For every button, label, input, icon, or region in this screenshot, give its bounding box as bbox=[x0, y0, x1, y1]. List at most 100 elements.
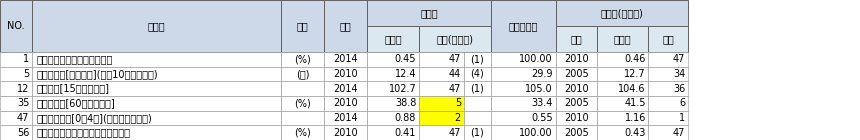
Text: 102.7: 102.7 bbox=[389, 84, 416, 94]
Text: 単位: 単位 bbox=[297, 21, 309, 31]
Bar bbox=[491, 66, 556, 81]
Text: 2010: 2010 bbox=[564, 113, 588, 123]
Bar bbox=[419, 125, 464, 140]
Bar bbox=[32, 125, 281, 140]
Text: 鳥取県: 鳥取県 bbox=[421, 8, 438, 18]
Text: 47: 47 bbox=[449, 84, 461, 94]
Text: 年齢別死亡率[0～4歳](人口千人当たり): 年齢別死亡率[0～4歳](人口千人当たり) bbox=[36, 113, 152, 123]
Bar bbox=[597, 26, 648, 52]
Text: 34: 34 bbox=[673, 69, 685, 79]
Bar bbox=[324, 0, 367, 52]
Bar bbox=[32, 52, 281, 66]
Bar bbox=[556, 81, 597, 96]
Bar bbox=[32, 0, 281, 52]
Text: 全国総人口に占める人口割合: 全国総人口に占める人口割合 bbox=[36, 54, 113, 64]
Bar bbox=[597, 52, 648, 66]
Text: 2010: 2010 bbox=[334, 128, 358, 138]
Bar bbox=[556, 26, 597, 52]
Text: 0.55: 0.55 bbox=[531, 113, 553, 123]
Bar bbox=[464, 81, 491, 96]
Bar bbox=[281, 81, 324, 96]
Bar bbox=[367, 52, 419, 66]
Text: 1: 1 bbox=[679, 113, 685, 123]
Bar bbox=[597, 96, 648, 111]
Text: 項目名: 項目名 bbox=[148, 21, 165, 31]
Bar bbox=[419, 96, 464, 111]
Bar bbox=[556, 125, 597, 140]
Text: 0.45: 0.45 bbox=[395, 54, 416, 64]
Bar bbox=[491, 81, 556, 96]
Text: 47: 47 bbox=[673, 54, 685, 64]
Bar bbox=[556, 96, 597, 111]
Bar bbox=[648, 96, 688, 111]
Bar bbox=[648, 52, 688, 66]
Text: 104.6: 104.6 bbox=[618, 84, 646, 94]
Bar bbox=[0, 81, 32, 96]
Bar bbox=[324, 96, 367, 111]
Bar bbox=[464, 52, 491, 66]
Bar bbox=[367, 96, 419, 111]
Text: 2005: 2005 bbox=[564, 128, 588, 138]
Bar bbox=[324, 52, 367, 66]
Bar bbox=[281, 125, 324, 140]
Text: 2014: 2014 bbox=[334, 54, 358, 64]
Bar bbox=[556, 52, 597, 66]
Bar bbox=[0, 111, 32, 125]
Bar bbox=[367, 125, 419, 140]
Bar bbox=[32, 66, 281, 81]
Bar bbox=[464, 111, 491, 125]
Bar bbox=[597, 125, 648, 140]
Bar bbox=[464, 66, 491, 81]
Text: (人): (人) bbox=[296, 69, 310, 79]
Bar bbox=[491, 125, 556, 140]
Bar bbox=[367, 26, 419, 52]
Text: (%): (%) bbox=[294, 54, 311, 64]
Bar bbox=[419, 111, 464, 125]
Text: 死別者割合[60歳以上・女]: 死別者割合[60歳以上・女] bbox=[36, 98, 115, 108]
Text: 0.43: 0.43 bbox=[624, 128, 646, 138]
Text: 12.4: 12.4 bbox=[395, 69, 416, 79]
Bar bbox=[32, 96, 281, 111]
Text: (4): (4) bbox=[470, 69, 484, 79]
Bar bbox=[324, 111, 367, 125]
Text: 全国一般世帯に占める一般世帯割合: 全国一般世帯に占める一般世帯割合 bbox=[36, 128, 130, 138]
Bar bbox=[491, 111, 556, 125]
Bar bbox=[324, 125, 367, 140]
Text: (1): (1) bbox=[470, 54, 484, 64]
Text: (1): (1) bbox=[470, 128, 484, 138]
Bar bbox=[281, 52, 324, 66]
Text: 2014: 2014 bbox=[334, 113, 358, 123]
Text: 33.4: 33.4 bbox=[531, 98, 553, 108]
Text: 47: 47 bbox=[449, 54, 461, 64]
Text: 参考値(鳥取県): 参考値(鳥取県) bbox=[600, 8, 643, 18]
Text: 2005: 2005 bbox=[564, 69, 588, 79]
Text: 0.88: 0.88 bbox=[395, 113, 416, 123]
Bar bbox=[0, 0, 32, 52]
Text: 12.7: 12.7 bbox=[624, 69, 646, 79]
Text: 38.8: 38.8 bbox=[395, 98, 416, 108]
Text: 2010: 2010 bbox=[564, 84, 588, 94]
Text: NO.: NO. bbox=[7, 21, 25, 31]
Bar bbox=[597, 66, 648, 81]
Bar bbox=[419, 52, 464, 66]
Bar bbox=[648, 26, 688, 52]
Text: 100.00: 100.00 bbox=[519, 128, 553, 138]
Bar bbox=[419, 66, 464, 81]
Bar bbox=[0, 52, 32, 66]
Bar bbox=[281, 66, 324, 81]
Text: 指標値: 指標値 bbox=[384, 34, 402, 44]
Text: 1: 1 bbox=[23, 54, 29, 64]
Text: 0.46: 0.46 bbox=[624, 54, 646, 64]
Bar bbox=[281, 111, 324, 125]
Bar bbox=[491, 0, 556, 52]
Bar bbox=[281, 0, 324, 52]
Text: 36: 36 bbox=[673, 84, 685, 94]
Bar bbox=[0, 125, 32, 140]
Text: 2014: 2014 bbox=[334, 84, 358, 94]
Bar bbox=[0, 66, 32, 81]
Bar bbox=[281, 96, 324, 111]
Text: 2010: 2010 bbox=[334, 69, 358, 79]
Text: (1): (1) bbox=[470, 84, 484, 94]
Bar bbox=[367, 66, 419, 81]
Text: (%): (%) bbox=[294, 128, 311, 138]
